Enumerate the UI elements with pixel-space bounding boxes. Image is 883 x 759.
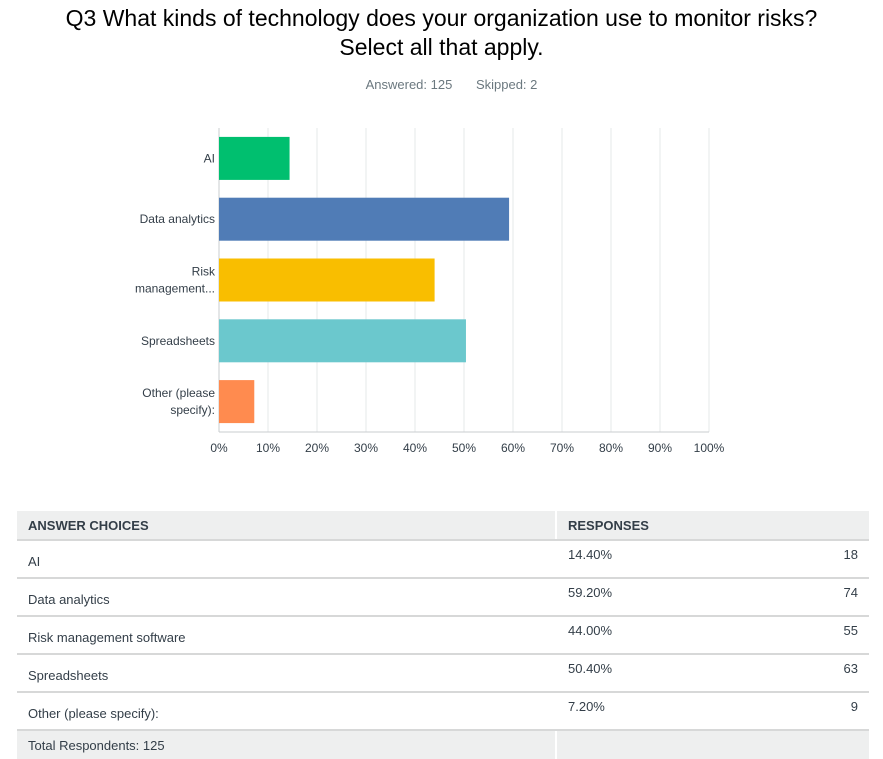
x-tick-label: 20%: [305, 441, 329, 455]
answered-count: Answered: 125: [365, 77, 453, 92]
question-title-line1: Q3 What kinds of technology does your or…: [65, 5, 818, 31]
bar[interactable]: [219, 136, 290, 180]
category-label: Spreadsheets: [141, 334, 215, 348]
question-title: Q3 What kinds of technology does your or…: [0, 4, 883, 62]
category-label: Other (please specify):: [142, 386, 215, 417]
response-count: 74: [771, 578, 869, 617]
chart-bars: [219, 136, 510, 424]
x-tick-label: 40%: [403, 441, 427, 455]
total-respondents: Total Respondents: 125: [17, 730, 557, 759]
response-percent: 59.20%: [556, 578, 772, 617]
response-stats: Answered: 125 Skipped: 2: [0, 77, 883, 92]
table-row: Risk management software 44.00% 55: [17, 616, 869, 655]
x-tick-label: 0%: [210, 441, 228, 455]
header-responses: RESPONSES: [556, 511, 869, 541]
response-count: 9: [771, 692, 869, 731]
response-percent: 14.40%: [556, 540, 772, 579]
table-footer-row: Total Respondents: 125: [17, 730, 869, 759]
bar[interactable]: [219, 258, 435, 302]
bar[interactable]: [219, 197, 510, 241]
table-row: AI 14.40% 18: [17, 540, 869, 579]
answer-choice: Data analytics: [17, 578, 557, 617]
response-count: 55: [771, 616, 869, 655]
table-row: Spreadsheets 50.40% 63: [17, 654, 869, 693]
question-title-line2: Select all that apply.: [339, 34, 544, 60]
table-row: Other (please specify): 7.20% 9: [17, 692, 869, 731]
table-row: Data analytics 59.20% 74: [17, 578, 869, 617]
x-tick-label: 90%: [648, 441, 672, 455]
table-header-row: ANSWER CHOICES RESPONSES: [17, 511, 869, 541]
chart-category-labels: AI Data analytics Risk management... Spreads…: [135, 151, 216, 417]
x-tick-label: 50%: [452, 441, 476, 455]
answer-choice: Spreadsheets: [17, 654, 557, 693]
response-percent: 7.20%: [556, 692, 772, 731]
header-answer-choices: ANSWER CHOICES: [17, 511, 557, 541]
skipped-count: Skipped: 2: [475, 77, 538, 92]
chart-tick-labels: 0% 10% 20% 30% 40% 50% 60% 70% 80% 90% 100%: [210, 441, 724, 455]
table-body: AI 14.40% 18 Data analytics 59.20% 74 Risk man…: [17, 540, 869, 731]
footer-empty-cell: [556, 730, 869, 759]
category-label: AI: [204, 151, 215, 165]
category-label: Data analytics: [140, 212, 215, 226]
category-label: Risk management...: [135, 265, 216, 296]
bar[interactable]: [219, 380, 255, 424]
response-percent: 44.00%: [556, 616, 772, 655]
x-tick-label: 10%: [256, 441, 280, 455]
x-tick-label: 80%: [599, 441, 623, 455]
response-count: 18: [771, 540, 869, 579]
answer-choice: Risk management software: [17, 616, 557, 655]
bar-chart: AI Data analytics Risk management... Spreads…: [135, 128, 725, 455]
answer-choice: Other (please specify):: [17, 692, 557, 731]
answer-table: ANSWER CHOICES RESPONSES AI 14.40% 18 Data …: [17, 511, 869, 759]
answer-choice: AI: [17, 540, 557, 579]
response-percent: 50.40%: [556, 654, 772, 693]
bar[interactable]: [219, 319, 466, 363]
x-tick-label: 60%: [501, 441, 525, 455]
x-tick-label: 100%: [694, 441, 725, 455]
response-count: 63: [771, 654, 869, 693]
x-tick-label: 70%: [550, 441, 574, 455]
x-tick-label: 30%: [354, 441, 378, 455]
